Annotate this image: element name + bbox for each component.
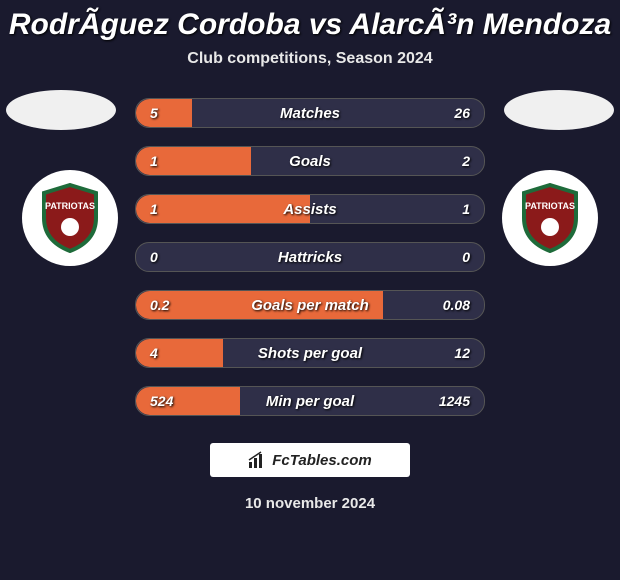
stat-row: 0.2Goals per match0.08 (135, 290, 485, 320)
stat-label: Goals (136, 153, 484, 170)
stat-right-value: 26 (454, 105, 470, 121)
flag-left (6, 90, 116, 130)
flag-right (504, 90, 614, 130)
stat-right-value: 0 (462, 249, 470, 265)
stat-right-value: 1245 (439, 393, 470, 409)
shield-icon: PATRIOTAS (520, 183, 580, 253)
stat-label: Goals per match (136, 297, 484, 314)
stat-row: 0Hattricks0 (135, 242, 485, 272)
stats-list: 5Matches261Goals21Assists10Hattricks00.2… (135, 98, 485, 434)
stat-right-value: 0.08 (443, 297, 470, 313)
stat-row: 4Shots per goal12 (135, 338, 485, 368)
stat-right-value: 1 (462, 201, 470, 217)
stat-label: Min per goal (136, 393, 484, 410)
subtitle: Club competitions, Season 2024 (0, 50, 620, 68)
stat-label: Hattricks (136, 249, 484, 266)
team-badge-right: PATRIOTAS (502, 170, 598, 266)
page-title: RodrÃ­guez Cordoba vs AlarcÃ³n Mendoza (0, 0, 620, 42)
brand-text: FcTables.com (272, 452, 371, 469)
stat-row: 524Min per goal1245 (135, 386, 485, 416)
brand-box[interactable]: FcTables.com (210, 443, 410, 477)
stat-label: Matches (136, 105, 484, 122)
chart-icon (248, 451, 266, 469)
stat-label: Assists (136, 201, 484, 218)
svg-text:PATRIOTAS: PATRIOTAS (45, 201, 95, 211)
svg-text:PATRIOTAS: PATRIOTAS (525, 201, 575, 211)
comparison-container: PATRIOTAS PATRIOTAS 5Matches261Goals21As… (0, 98, 620, 428)
stat-row: 1Goals2 (135, 146, 485, 176)
stat-row: 1Assists1 (135, 194, 485, 224)
stat-row: 5Matches26 (135, 98, 485, 128)
stat-right-value: 12 (454, 345, 470, 361)
shield-icon: PATRIOTAS (40, 183, 100, 253)
team-badge-left: PATRIOTAS (22, 170, 118, 266)
date-text: 10 november 2024 (0, 495, 620, 512)
stat-label: Shots per goal (136, 345, 484, 362)
stat-right-value: 2 (462, 153, 470, 169)
